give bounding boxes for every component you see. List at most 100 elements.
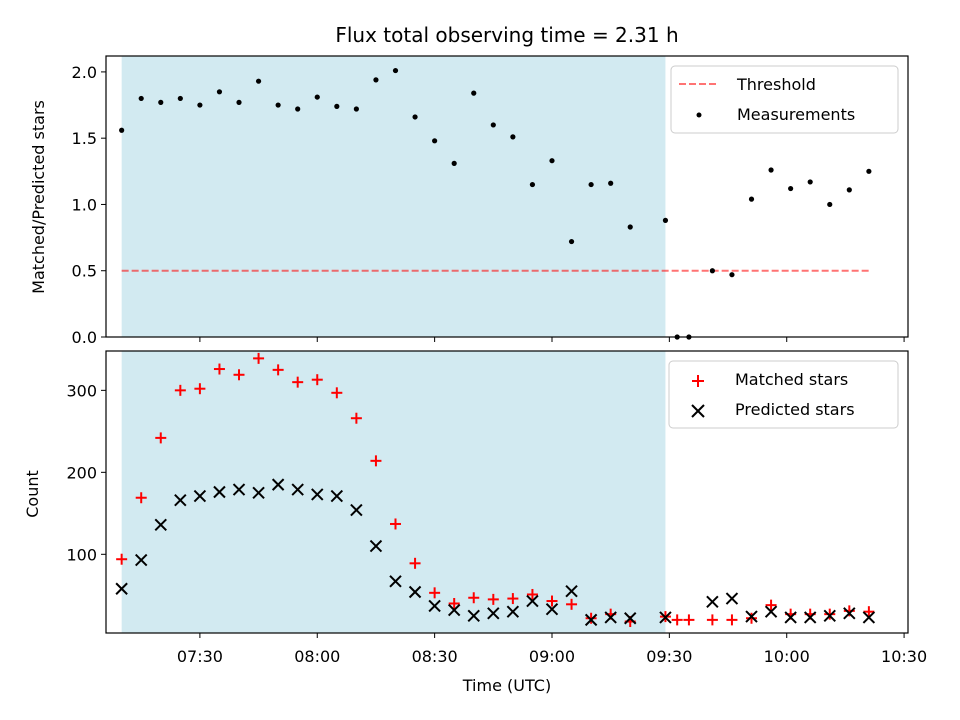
predicted-stars-point [862,611,876,624]
predicted-stars-point [659,611,672,624]
top-y-tick-label: 0.5 [72,262,97,281]
bottom-panel: 100 200 300 07:30 08:00 08:30 09:00 09:30 10:00… [23,350,927,695]
legend-predicted-swatch [691,404,705,418]
measurement-point [768,167,774,173]
measurement-point [432,138,438,144]
measurement-point [568,238,575,245]
matched-stars-point [546,595,558,607]
predicted-stars-point [545,603,559,616]
matched-stars-point [429,587,441,599]
legend-measurements-swatch [696,112,702,118]
measurement-point [236,99,242,105]
top-legend: Threshold Measurements [670,65,899,134]
measurement-point [807,179,813,185]
measurement-point [827,201,833,208]
predicted-stars-point [428,599,441,613]
matched-stars-point [331,387,343,399]
bottom-x-tick-label: 08:30 [412,647,458,666]
top-y-ticks: 0.0 0.5 1.0 1.5 2.0 [72,63,106,347]
matched-stars-point [155,432,167,444]
predicted-stars-point [823,609,836,622]
measurement-point [748,196,755,202]
predicted-stars-point [115,582,128,595]
legend-predicted-label: Predicted stars [735,400,855,419]
bottom-x-tick-label: 09:00 [529,647,575,666]
measurement-point [412,114,418,120]
legend-threshold-label: Threshold [736,75,816,94]
measurement-point [866,168,872,174]
top-y-tick-label: 0.0 [72,328,97,347]
predicted-stars-point [135,553,148,567]
bottom-y-tick-label: 200 [66,463,97,482]
matched-stars-point [213,363,225,375]
measurement-point [158,99,164,105]
bottom-plot-area [115,351,876,633]
measurement-point [662,217,669,223]
measurement-point [275,102,281,108]
predicted-stars-point [252,486,265,500]
measurement-point [451,160,457,166]
predicted-stars-point [389,575,402,588]
top-panel: 0.00.51.01.52.0 Matched/Predicted stars … [29,55,909,347]
matched-stars-point [253,352,265,364]
bottom-y-ticks: 100 200 300 [66,381,106,564]
matched-stars-point [292,376,304,388]
predicted-stars-point [232,483,246,496]
matched-stars-point [272,364,284,376]
matched-stars-point [468,592,480,604]
predicted-stars-point [725,592,739,605]
measurement-point [709,268,715,274]
measurement-point [119,127,125,133]
matched-stars-point [824,608,836,620]
measurement-point [373,77,379,83]
matched-stars-point [448,597,460,609]
legend-measurements-label: Measurements [737,105,855,124]
predicted-stars-point [604,611,617,624]
measurement-point [295,106,301,112]
matched-stars-point [194,383,206,395]
bottom-x-tick-label: 10:30 [881,647,927,666]
matched-stars-point [726,614,738,626]
measurement-point [490,122,496,128]
measurement-point [729,272,735,278]
predicted-stars-point [506,605,520,618]
bottom-legend: Matched stars Predicted stars [668,360,899,429]
measurement-point [529,181,536,188]
matched-stars-point [409,557,421,569]
matched-stars-point [746,612,758,624]
matched-stars-point [706,614,718,626]
predicted-stars-point [213,485,226,499]
bottom-axes-frame [105,350,909,634]
matched-stars-point [487,593,499,605]
bottom-observing-window [121,351,666,633]
predicted-stars-point [311,488,324,501]
measurement-point [588,181,594,188]
predicted-stars-point [330,489,344,503]
matched-stars-point [585,612,597,624]
predicted-stars-point [706,595,719,609]
measurement-point [608,180,614,186]
predicted-stars-point [369,539,383,553]
matched-stars-point [765,599,777,611]
matched-stars-point [350,412,362,424]
measurement-point [627,224,633,230]
measurement-point [510,134,516,140]
chart-title: Flux total observing time = 2.31 h [335,23,678,47]
matched-stars-point [526,588,538,600]
top-axes-frame [105,55,909,338]
top-observing-window [121,56,666,337]
measurement-point [255,78,262,84]
matched-stars-point [566,598,578,610]
predicted-stars-point [291,483,304,496]
matched-stars-point [311,374,323,386]
predicted-stars-point [803,611,817,624]
predicted-stars-point [565,584,578,598]
matched-stars-point [370,455,382,467]
matched-stars-point [390,518,402,530]
matched-stars-point [116,553,128,565]
predicted-stars-point [467,609,480,622]
bottom-x-tick-label: 07:30 [177,647,223,666]
x-axis-label: Time (UTC) [462,676,551,695]
matched-stars-point [683,614,695,626]
predicted-stars-point [843,607,856,620]
